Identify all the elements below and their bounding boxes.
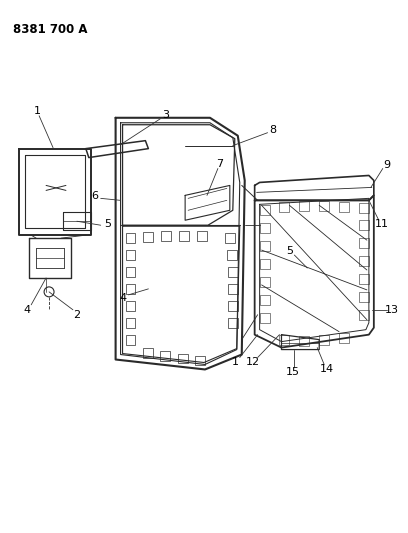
Text: 3: 3: [162, 110, 169, 120]
Bar: [228, 284, 238, 294]
Bar: [161, 231, 171, 241]
Bar: [160, 351, 170, 360]
Bar: [197, 231, 207, 241]
Bar: [126, 301, 135, 311]
Text: 14: 14: [320, 365, 334, 375]
Bar: [126, 284, 135, 294]
Bar: [227, 250, 237, 260]
Bar: [259, 223, 270, 233]
Bar: [359, 203, 369, 213]
Bar: [339, 333, 349, 343]
Bar: [228, 267, 238, 277]
Bar: [178, 353, 188, 364]
Bar: [126, 250, 135, 260]
Bar: [126, 335, 135, 345]
Bar: [225, 233, 235, 243]
Text: 8: 8: [269, 125, 276, 135]
Bar: [259, 277, 270, 287]
Bar: [259, 313, 270, 322]
Text: 4: 4: [119, 293, 126, 303]
Text: 12: 12: [246, 357, 260, 367]
Bar: [259, 259, 270, 269]
Text: 8381 700 A: 8381 700 A: [13, 23, 88, 36]
Bar: [259, 241, 270, 251]
Bar: [126, 233, 135, 243]
Bar: [279, 335, 289, 345]
Bar: [359, 292, 369, 302]
Bar: [319, 335, 329, 345]
Bar: [126, 318, 135, 328]
Bar: [359, 238, 369, 248]
Bar: [359, 274, 369, 284]
Text: 11: 11: [375, 219, 389, 229]
Text: 1: 1: [232, 358, 239, 367]
Text: 15: 15: [285, 367, 299, 377]
Bar: [228, 301, 238, 311]
Bar: [319, 201, 329, 211]
Bar: [179, 231, 189, 241]
Bar: [259, 205, 270, 215]
Bar: [299, 201, 309, 211]
Text: 9: 9: [383, 159, 390, 169]
Text: 5: 5: [104, 219, 111, 229]
Text: 7: 7: [216, 158, 224, 168]
Bar: [339, 203, 349, 212]
Bar: [144, 232, 153, 242]
Bar: [299, 336, 309, 345]
Text: 1: 1: [33, 106, 41, 116]
Text: 6: 6: [91, 191, 98, 201]
Text: 2: 2: [73, 310, 80, 320]
Text: 13: 13: [385, 305, 399, 315]
Bar: [195, 356, 205, 366]
Bar: [359, 220, 369, 230]
Bar: [126, 267, 135, 277]
Bar: [279, 203, 289, 212]
Text: 5: 5: [286, 246, 293, 256]
Text: 4: 4: [24, 305, 31, 315]
Bar: [228, 318, 238, 328]
Bar: [259, 295, 270, 305]
Bar: [359, 310, 369, 320]
Bar: [359, 256, 369, 266]
Bar: [144, 348, 153, 358]
